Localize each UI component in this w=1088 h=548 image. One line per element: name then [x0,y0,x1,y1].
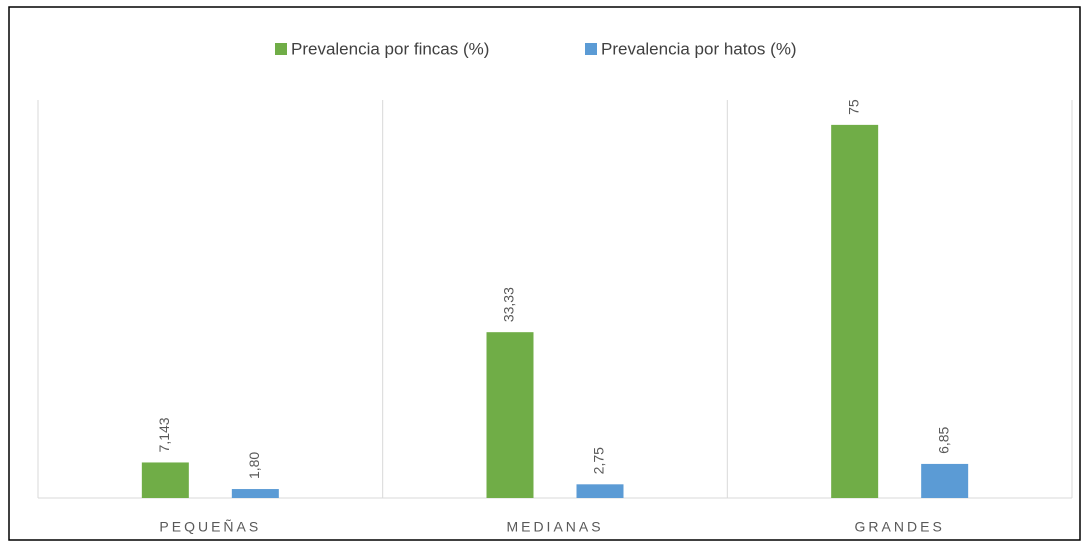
x-tick-label: GRANDES [855,519,945,535]
legend-swatch [275,43,287,55]
bar [486,332,534,498]
legend-swatch [585,43,597,55]
value-label: 33,33 [501,287,517,322]
value-label: 6,85 [935,426,951,453]
bar [576,484,624,498]
bar [831,124,879,498]
chart-border [8,6,1081,541]
legend-label: Prevalencia por hatos (%) [601,39,797,58]
bar [231,489,279,498]
bar [141,462,189,498]
legend-label: Prevalencia por fincas (%) [291,39,489,58]
value-label: 75 [845,99,861,115]
x-tick-label: PEQUEÑAS [159,519,261,535]
bar [921,463,969,498]
value-label: 1,80 [246,452,262,479]
x-tick-label: MEDIANAS [506,519,603,535]
value-label: 7,143 [156,417,172,452]
value-label: 2,75 [591,447,607,474]
